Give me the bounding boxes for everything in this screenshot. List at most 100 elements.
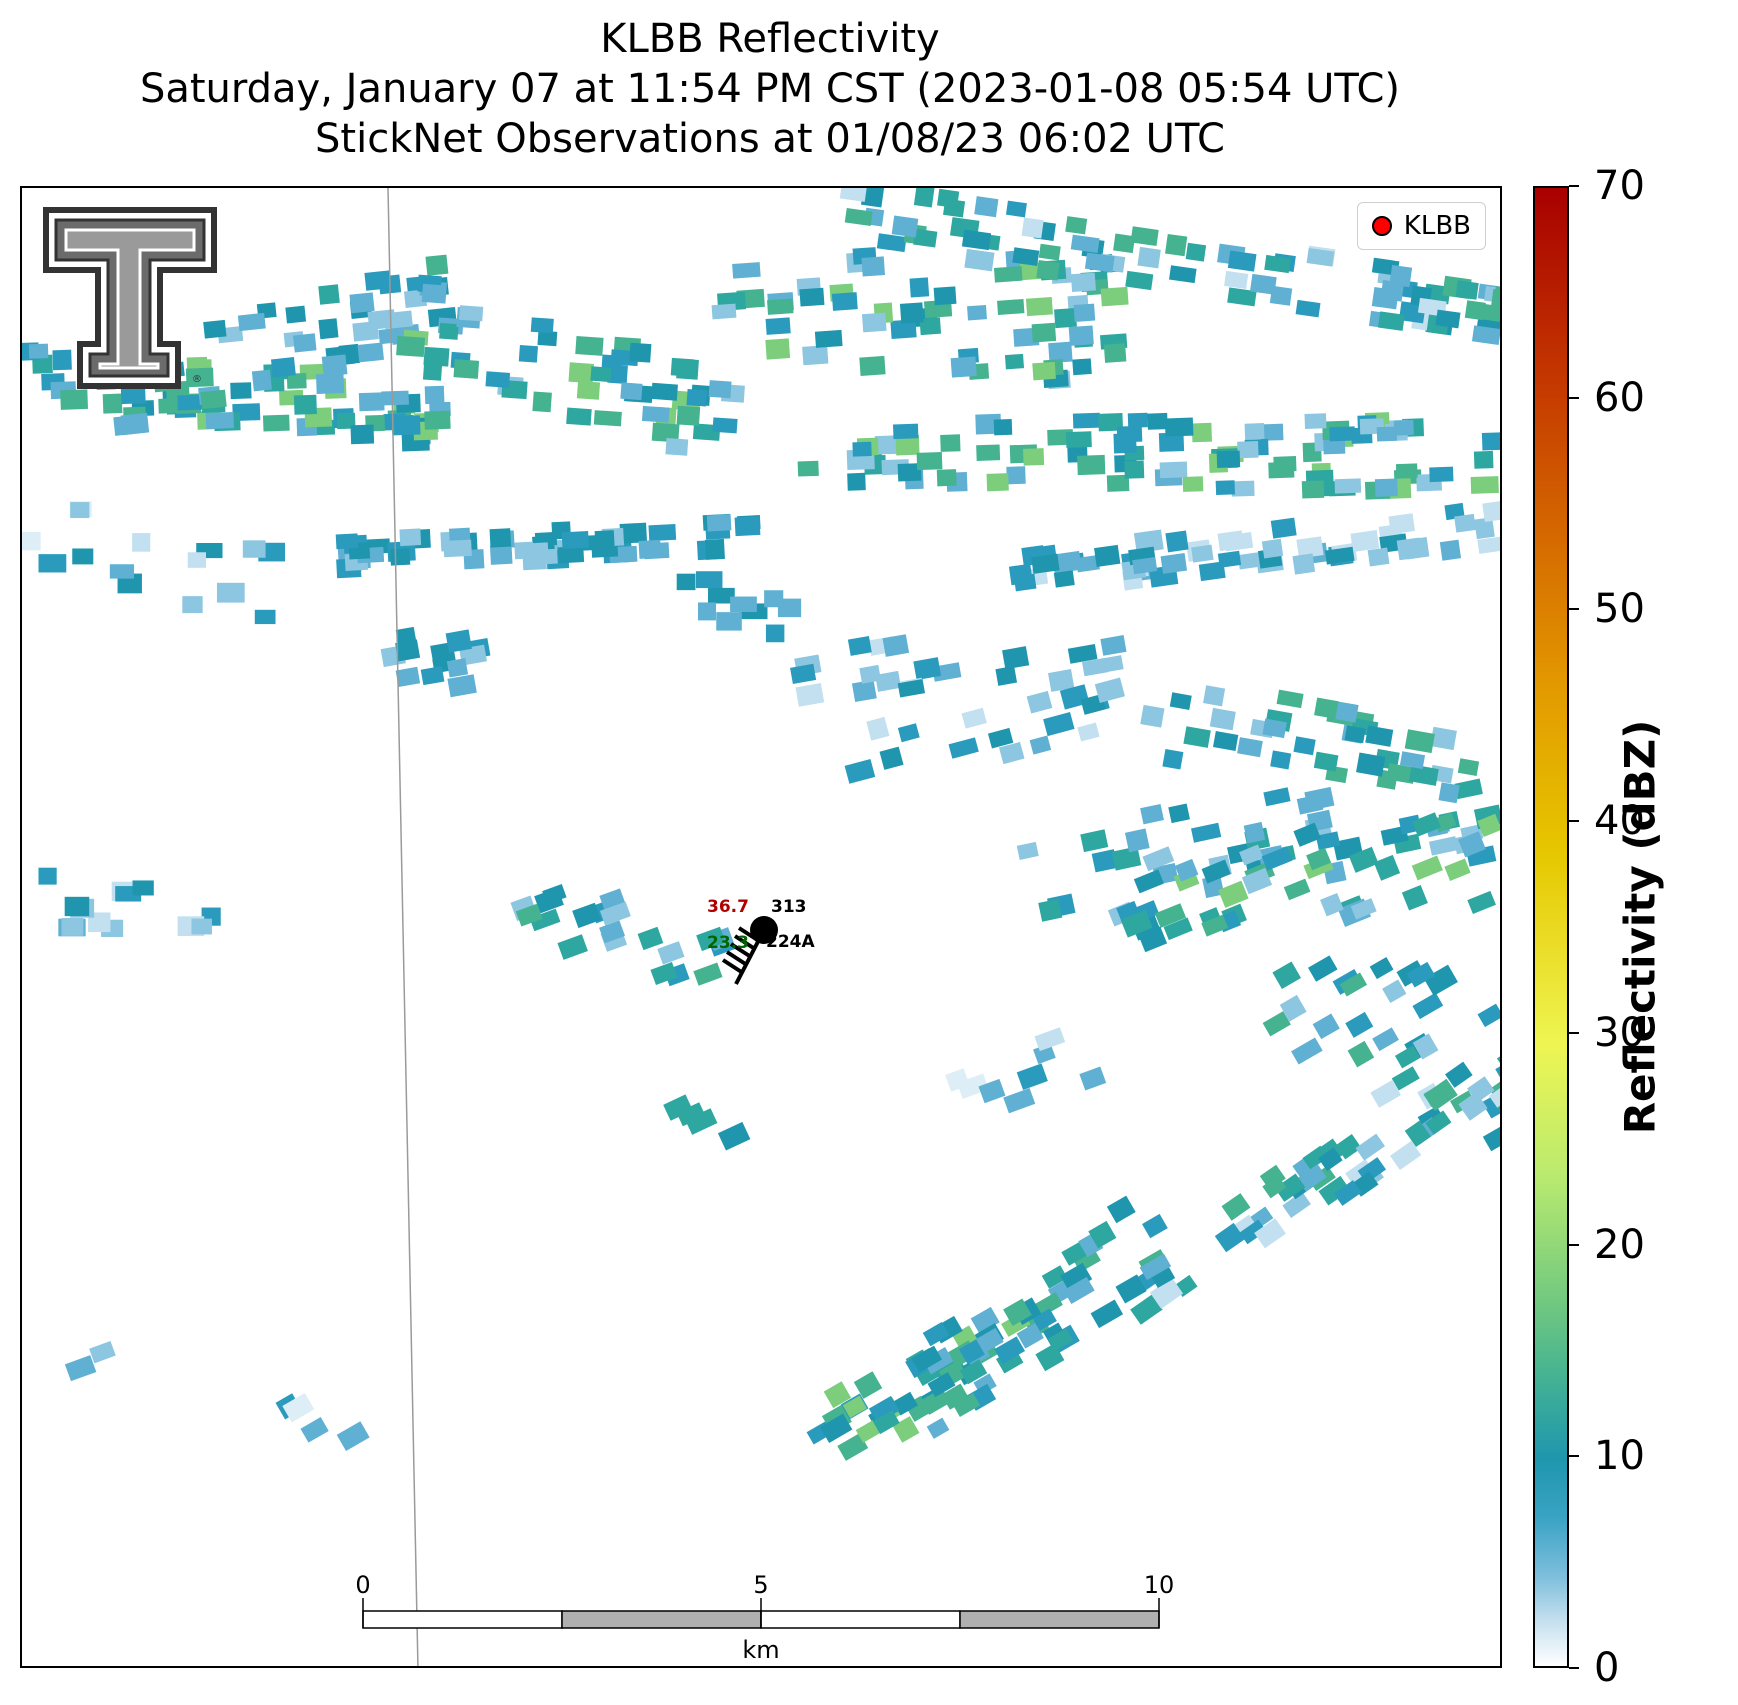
echo-gate	[1103, 343, 1127, 363]
echo-gate	[1348, 846, 1379, 873]
echo-gate	[576, 380, 601, 400]
echo-gate	[844, 758, 876, 784]
echo-gate	[1315, 831, 1341, 851]
echo-gate	[676, 358, 699, 380]
echo-gate	[1174, 858, 1199, 882]
echo-gate	[1395, 463, 1418, 479]
echo-gate	[1323, 436, 1346, 455]
echo-gate	[1111, 846, 1142, 871]
echo-gate	[711, 303, 737, 320]
colorbar-tick-mark	[1569, 185, 1579, 187]
echo-gate	[1013, 573, 1037, 592]
echo-gate	[959, 1359, 988, 1385]
echo-gate	[1031, 322, 1057, 343]
radar-map[interactable]: ® 36.7 313 23.3 224A 0 5 10	[20, 186, 1502, 1668]
echo-gate	[1279, 994, 1307, 1022]
echo-gate	[1003, 1298, 1032, 1326]
echo-gate	[262, 414, 290, 432]
echo-gate	[445, 629, 472, 653]
echo-gate	[890, 319, 917, 340]
texas-tech-double-t-logo: ®	[43, 207, 217, 389]
echo-gate	[1100, 286, 1129, 307]
echo-gate	[1140, 704, 1165, 728]
echo-gate	[1382, 979, 1407, 1004]
echo-gate	[855, 1420, 881, 1443]
echo-gate	[396, 335, 426, 358]
echo-gate	[1283, 878, 1311, 901]
echo-gate	[102, 393, 123, 414]
echo-gate	[1273, 456, 1297, 472]
echo-gate	[657, 941, 685, 965]
echo-gate	[663, 1094, 693, 1121]
echo-gate	[336, 1421, 370, 1451]
echo-gate	[897, 678, 926, 698]
echo-gate	[1031, 553, 1060, 574]
echo-gate	[1125, 270, 1154, 291]
echo-gate	[696, 926, 726, 952]
echo-gate	[237, 312, 266, 332]
echo-gate	[777, 598, 802, 618]
echo-gate	[1159, 461, 1188, 479]
echo-gate	[1183, 726, 1211, 748]
echo-gate	[529, 908, 561, 932]
echo-gate	[1355, 1133, 1385, 1161]
echo-gate	[89, 1340, 116, 1364]
echo-gate	[1335, 701, 1359, 723]
echo-gate	[1393, 419, 1414, 436]
echo-gate	[1047, 1328, 1074, 1352]
echo-gate	[1241, 867, 1273, 895]
stickynet-station-plot[interactable]: 36.7 313 23.3 224A	[707, 897, 815, 985]
echo-gate	[797, 460, 819, 477]
echo-gate	[831, 292, 858, 311]
echo-gate	[1065, 216, 1088, 235]
echo-gate	[1032, 361, 1056, 381]
echo-gate	[922, 1321, 950, 1347]
echo-gate	[1067, 643, 1098, 664]
echo-gate	[706, 514, 732, 532]
echo-gate	[1012, 247, 1040, 266]
echo-gate	[1467, 890, 1496, 915]
echo-gate	[399, 528, 422, 547]
echo-gate	[1470, 476, 1499, 494]
echo-gate	[1373, 854, 1401, 881]
echo-gate	[851, 679, 877, 703]
echo-gate	[695, 571, 723, 589]
echo-gate	[866, 716, 890, 741]
echo-gate	[976, 444, 1001, 461]
echo-gate	[1313, 751, 1339, 772]
echo-gate	[1138, 926, 1168, 953]
echo-gate	[1391, 1066, 1420, 1091]
echo-gate	[859, 664, 882, 684]
echo-gate	[1481, 432, 1500, 451]
echo-gate	[993, 266, 1023, 283]
echo-gate	[1077, 454, 1106, 476]
echo-gate	[282, 1392, 315, 1423]
echo-gate	[594, 530, 615, 548]
colorbar-title: Reflectivity (dBZ)	[1615, 719, 1665, 1135]
echo-gate	[1435, 309, 1461, 329]
echo-gate	[868, 1395, 900, 1424]
echo-gate	[734, 516, 761, 537]
echo-gate	[1444, 502, 1465, 521]
echo-gate	[1239, 1219, 1267, 1245]
echo-gate	[381, 390, 409, 406]
title-datetime: Saturday, January 07 at 11:54 PM CST (20…	[139, 66, 1401, 112]
echo-gate	[187, 552, 207, 568]
echo-gate	[629, 342, 652, 363]
echo-gate	[1091, 849, 1118, 873]
echo-gate	[1106, 474, 1130, 492]
echo-gate	[1224, 270, 1249, 290]
station-pressure: 313	[771, 897, 807, 917]
echo-gate	[1306, 248, 1335, 267]
echo-gate	[707, 587, 735, 604]
echo-gate	[1425, 1110, 1452, 1135]
echo-gate	[205, 411, 234, 430]
echo-gate	[28, 343, 49, 359]
echo-gate	[799, 287, 825, 307]
echo-gate	[676, 573, 696, 591]
echo-gate	[1455, 280, 1479, 300]
echo-gate	[1262, 1011, 1291, 1037]
echo-gate	[383, 310, 413, 330]
echo-gate	[532, 391, 552, 413]
echo-gate	[1312, 1013, 1340, 1040]
